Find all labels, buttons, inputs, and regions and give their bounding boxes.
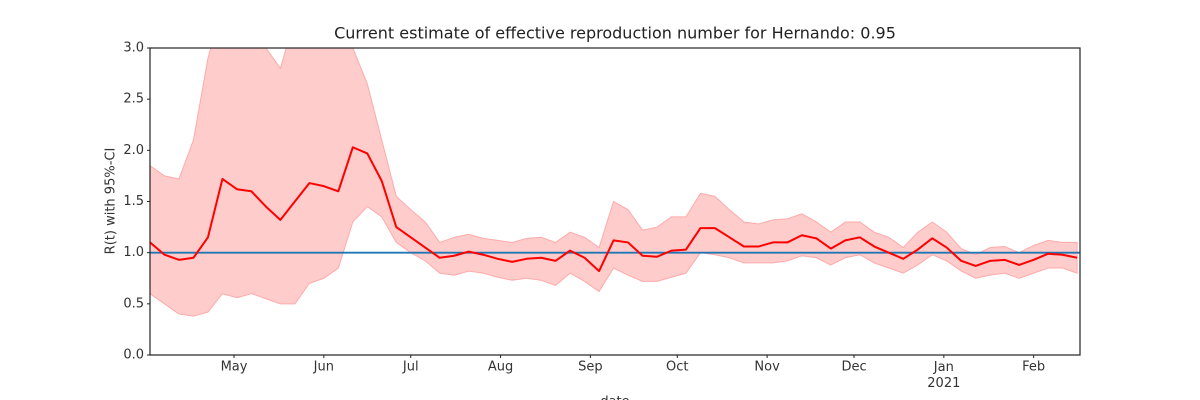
x-axis-label: date (600, 395, 629, 400)
confidence-band (150, 48, 1078, 317)
y-tick-label: 2.5 (123, 92, 144, 107)
y-tick-label: 1.5 (123, 194, 144, 209)
x-tick-label: Jun (313, 360, 334, 375)
y-tick-label: 3.0 (123, 41, 144, 56)
y-axis-label: R(t) with 95%-CI (104, 148, 119, 255)
y-tick-label: 1.0 (123, 245, 144, 260)
x-tick-label: Sep (578, 360, 603, 375)
estimate-line (150, 146, 1078, 273)
x-tick-label: Aug (488, 360, 513, 375)
plot-area (150, 48, 1080, 317)
x-tick-label: Jan 2021 (927, 360, 960, 391)
y-tick-label: 0.0 (123, 348, 144, 363)
x-tick-label: Dec (841, 360, 866, 375)
y-tick-label: 0.5 (123, 296, 144, 311)
x-tick-label: Nov (754, 360, 780, 375)
x-tick-label: Jul (402, 360, 419, 375)
x-tick-label: Oct (666, 360, 688, 375)
x-tick-label: May (221, 360, 248, 375)
x-tick-label: Feb (1022, 360, 1045, 375)
y-tick-label: 2.0 (123, 143, 144, 158)
chart-title: Current estimate of effective reproducti… (334, 24, 896, 43)
